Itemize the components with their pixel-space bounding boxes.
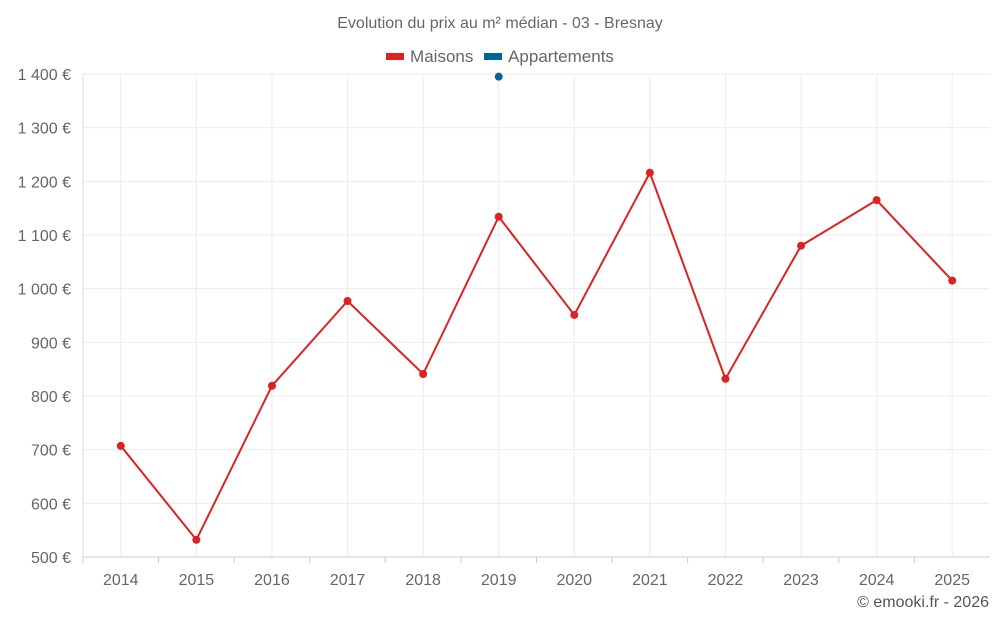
legend-swatch-appartements [484, 53, 503, 60]
data-point-maisons [570, 310, 579, 319]
legend-item-maisons[interactable]: Maisons [386, 47, 473, 67]
data-point-maisons [419, 369, 428, 378]
x-tick-label: 2017 [330, 572, 366, 589]
y-tick-label: 500 € [31, 550, 71, 567]
y-tick-label: 600 € [31, 496, 71, 513]
x-tick-label: 2020 [556, 572, 592, 589]
series-line-maisons [120, 170, 953, 542]
chart-title: Evolution du prix au m² médian - 03 - Br… [337, 15, 663, 32]
legend-label-maisons: Maisons [410, 46, 474, 66]
x-tick-label: 2024 [859, 572, 895, 589]
data-point-maisons [343, 297, 352, 306]
credit: © emooki.fr - 2026 [857, 594, 989, 611]
legend-swatch-maisons [386, 53, 405, 60]
data-point-maisons [192, 535, 201, 544]
x-tick-label: 2025 [934, 572, 970, 589]
x-tick-label: 2014 [103, 572, 139, 589]
x-tick-label: 2021 [632, 572, 668, 589]
data-point-maisons [645, 168, 654, 177]
x-tick-label: 2015 [179, 572, 215, 589]
legend-label-appartements: Appartements [508, 46, 614, 66]
data-point-appartements [494, 72, 503, 81]
data-point-maisons [267, 381, 276, 390]
data-point-maisons [116, 441, 125, 450]
data-point-maisons [948, 276, 957, 285]
x-tick-label: 2019 [481, 572, 517, 589]
y-tick-label: 1 300 € [18, 121, 71, 138]
x-tick-label: 2016 [254, 572, 290, 589]
x-tick-label: 2018 [405, 572, 441, 589]
data-point-maisons [797, 241, 806, 250]
y-tick-label: 1 200 € [18, 174, 71, 191]
legend-item-appartements[interactable]: Appartements [484, 47, 614, 67]
data-point-maisons [872, 196, 881, 205]
data-point-maisons [494, 212, 503, 221]
y-tick-label: 1 400 € [18, 67, 71, 84]
x-tick-label: 2023 [783, 572, 819, 589]
x-tick-label: 2022 [708, 572, 744, 589]
y-tick-label: 1 100 € [18, 228, 71, 245]
data-point-maisons [721, 374, 730, 383]
legend: Maisons Appartements [0, 45, 1000, 67]
y-tick-label: 800 € [31, 389, 71, 406]
y-tick-label: 700 € [31, 443, 71, 460]
y-tick-label: 1 000 € [18, 282, 71, 299]
y-tick-label: 900 € [31, 335, 71, 352]
